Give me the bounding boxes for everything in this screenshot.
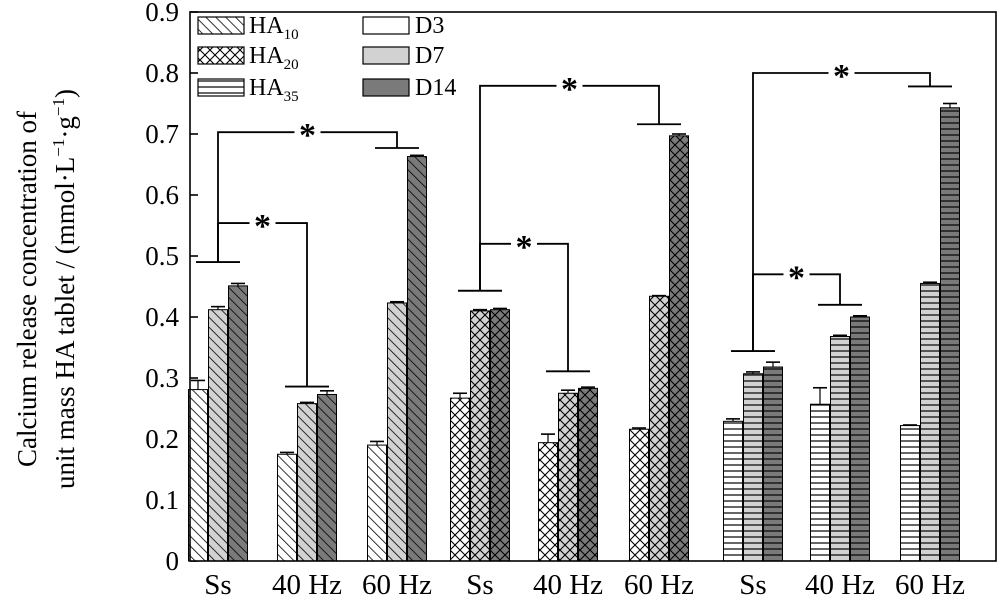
sig-star-bg: [556, 73, 583, 98]
bar-ha20-d7: [470, 310, 490, 562]
error-bars-layer: [191, 102, 957, 455]
sig-star: *: [561, 71, 578, 108]
bar-ha20-d14: [578, 387, 598, 562]
bar-ha35-d14: [850, 316, 870, 562]
sig-star-bg: [249, 211, 276, 236]
bar-ha35-d14: [763, 366, 783, 562]
x-category-label: Ss: [204, 569, 231, 601]
legend-swatch-d14: [362, 78, 410, 97]
x-category-label: 40 Hz: [805, 569, 875, 601]
bar-ha35-d14: [940, 107, 960, 562]
y-tick-label: 0.3: [145, 363, 179, 393]
y-tick-label: 0.2: [145, 424, 179, 454]
sig-star-bg: [294, 120, 321, 145]
sig-bracket: [479, 84, 660, 291]
bar-ha20-d3: [538, 442, 558, 562]
bar-ha10-d14: [317, 393, 337, 562]
legend-swatch-d3: [362, 16, 410, 35]
bar-ha10-d7: [208, 309, 228, 562]
legend-swatch-ha10: [197, 16, 245, 35]
bar-ha10-d3: [188, 389, 208, 562]
bar-ha35-d3: [900, 425, 920, 562]
bar-ha35-d7: [830, 336, 850, 562]
y-tick-label: 0.4: [145, 302, 179, 332]
sig-star: *: [788, 259, 805, 296]
bar-ha35-d3: [810, 403, 830, 562]
bars-layer: [188, 107, 960, 562]
legend-days: D3 D7 D14: [362, 13, 456, 101]
sig-star: *: [516, 229, 533, 266]
bar-ha10-d14: [407, 156, 427, 562]
bar-ha20-d14: [669, 135, 689, 562]
legend-materials: HA10 HA20 HA35: [197, 13, 299, 105]
x-category-label: Ss: [739, 569, 766, 601]
plot-frame: [189, 11, 997, 562]
y-tick-label: 0.5: [145, 241, 179, 271]
x-category-label: Ss: [466, 569, 493, 601]
y-tick-label: 0: [166, 546, 180, 576]
bar-ha35-d7: [920, 282, 940, 562]
sig-star: *: [254, 208, 271, 245]
legend-label-ha10: HA10: [249, 13, 299, 43]
category-labels: Ss 40 Hz 60 Hz Ss 40 Hz 60 Hz Ss 40 Hz 60 Hz: [204, 569, 965, 601]
significance-layer: * * * * * *: [196, 58, 952, 388]
x-category-label: 60 Hz: [895, 569, 965, 601]
legend-label-d3: D3: [415, 13, 444, 39]
x-category-label: 60 Hz: [362, 569, 432, 601]
bar-ha35-d7: [743, 373, 763, 562]
bar-ha10-d14: [228, 285, 248, 562]
x-category-label: 40 Hz: [533, 569, 603, 601]
sig-bracket: [752, 72, 931, 352]
y-axis-label-line1: Calcium release concentration of: [12, 111, 42, 467]
bar-ha10-d7: [387, 302, 407, 562]
legend-swatch-d7: [362, 46, 410, 65]
sig-star-bg: [828, 61, 855, 85]
x-category-label: 60 Hz: [624, 569, 694, 601]
y-tick-label: 0.6: [145, 180, 179, 210]
bar-ha20-d3: [450, 397, 470, 562]
legend-label-d14: D14: [415, 75, 456, 101]
y-tick-label: 0.8: [145, 58, 179, 88]
bar-ha20-d3: [629, 428, 649, 562]
y-tick-label: 0.7: [145, 119, 179, 149]
legend-label-d7: D7: [415, 43, 444, 69]
bar-ha10-d3: [367, 444, 387, 562]
y-axis-ticks: 0 0.1 0.2 0.3 0.4 0.5 0.6 0.7 0.8 0.9: [145, 0, 198, 576]
legend-swatch-ha35: [197, 78, 245, 97]
bar-ha10-d7: [297, 403, 317, 562]
sig-star: *: [299, 117, 316, 154]
bar-ha20-d7: [558, 392, 578, 562]
y-tick-label: 0.1: [145, 485, 179, 515]
y-tick-label: 0.9: [145, 0, 179, 27]
legend-label-ha35: HA35: [249, 75, 299, 105]
x-category-label: 40 Hz: [272, 569, 342, 601]
bar-ha20-d14: [490, 309, 510, 562]
legend-swatch-ha20: [197, 46, 245, 65]
sig-star-bg: [783, 262, 810, 287]
bar-ha10-d3: [277, 453, 297, 562]
sig-star: *: [833, 58, 850, 95]
bar-ha35-d3: [723, 420, 743, 562]
y-axis-label-line2: unit mass HA tablet / (mmol·L−1·g−1): [49, 89, 80, 489]
bar-ha20-d7: [649, 295, 669, 562]
sig-star-bg: [511, 231, 537, 256]
legend-label-ha20: HA20: [249, 43, 299, 73]
